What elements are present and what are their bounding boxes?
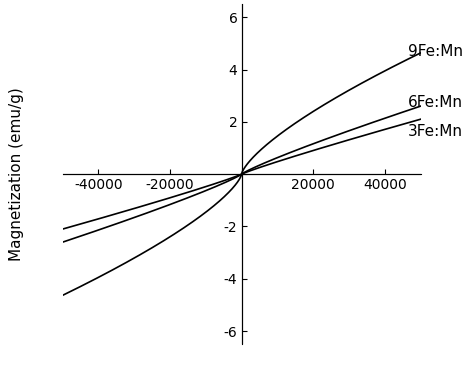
Text: Magnetization (emu/g): Magnetization (emu/g) bbox=[8, 87, 23, 261]
Text: 6Fe:Mn: 6Fe:Mn bbox=[408, 95, 463, 110]
Text: 9Fe:Mn: 9Fe:Mn bbox=[408, 44, 463, 59]
Text: 3Fe:Mn: 3Fe:Mn bbox=[408, 124, 463, 138]
